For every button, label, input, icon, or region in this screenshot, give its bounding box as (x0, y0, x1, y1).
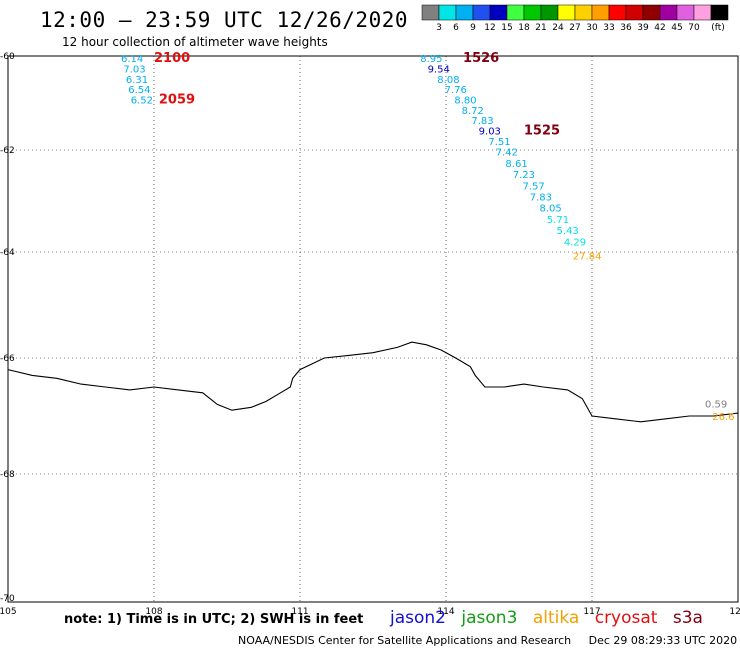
wave-height-label: 27.84 (573, 251, 602, 262)
wave-height-label: 8.95 (420, 54, 442, 65)
wave-height-label: 6.54 (128, 85, 150, 96)
wave-height-label: 5.71 (547, 215, 569, 226)
legend-tick-label: 18 (518, 23, 530, 33)
wave-height-label: 8.08 (437, 75, 459, 86)
wave-height-legend: 3 6 9 12 15 18 21 24 27 30 33 36 39 42 45 70 (ft) (421, 4, 729, 33)
wave-height-label: 26.6 (712, 412, 734, 423)
satellite-legend: jason2 jason3 altika cryosat s3a (390, 608, 713, 628)
wave-height-label: 7.76 (445, 85, 467, 96)
lon-tick-label: 105 (0, 607, 17, 617)
legend-tick-label: 24 (552, 23, 564, 33)
legend-swatch (710, 4, 729, 21)
legend-tick-label: 12 (484, 23, 495, 33)
legend-tick-label: 21 (535, 23, 546, 33)
satellite-cryosat: cryosat (594, 608, 658, 628)
footer-credit: NOAA/NESDIS Center for Satellite Applica… (238, 634, 572, 647)
wave-height-label: 7.51 (488, 137, 510, 148)
footer: NOAA/NESDIS Center for Satellite Applica… (238, 634, 737, 647)
lat-tick-label: -60 (0, 52, 15, 62)
lat-tick-label: -70 (0, 594, 15, 604)
legend-tick-label: 70 (688, 23, 700, 33)
lon-tick-label: 117 (583, 607, 600, 617)
legend-tick-label: 30 (586, 23, 598, 33)
wave-height-label: 8.80 (454, 95, 476, 106)
lat-tick-label: -64 (0, 248, 15, 258)
wave-height-label: 7.83 (471, 116, 493, 127)
footer-timestamp: Dec 29 08:29:33 UTC 2020 (588, 634, 738, 647)
wave-height-label: 8.61 (505, 159, 527, 170)
pass-time-label: 2100 (154, 51, 190, 66)
satellite-s3a: s3a (672, 608, 703, 628)
pass-time-label: 1526 (463, 51, 499, 66)
units-note: note: 1) Time is in UTC; 2) SWH is in fe… (64, 612, 364, 627)
page-subtitle: 12 hour collection of altimeter wave hei… (62, 35, 328, 49)
lon-tick-label: 108 (145, 607, 162, 617)
lat-tick-label: -68 (0, 470, 15, 480)
legend-tick-label: 36 (620, 23, 632, 33)
wave-height-label: 7.03 (123, 64, 145, 75)
legend-tick-label: 15 (501, 23, 512, 33)
page-title: 12:00 – 23:59 UTC 12/26/2020 (40, 8, 409, 32)
pass-time-label: 1525 (524, 123, 560, 138)
satellite-altika: altika (532, 608, 580, 628)
map-frame (7, 55, 739, 603)
lon-tick-label: 114 (437, 607, 454, 617)
wave-height-label: 0.59 (705, 399, 727, 410)
wave-height-label: 9.54 (428, 64, 450, 75)
legend-tick-label: 45 (671, 23, 682, 33)
lat-tick-label: -62 (0, 146, 15, 156)
legend-tick-label: 27 (569, 23, 580, 33)
legend-unit: (ft) (711, 23, 725, 33)
legend-tick-label: 9 (470, 23, 476, 33)
wave-height-label: 6.14 (121, 54, 143, 65)
wave-height-label: 7.57 (522, 181, 544, 192)
wave-height-label: 5.43 (557, 226, 579, 237)
satellite-jason3: jason3 (461, 608, 518, 628)
wave-height-label: 6.31 (126, 75, 148, 86)
wave-height-label: 9.03 (479, 126, 501, 137)
pass-time-label: 2059 (159, 92, 195, 107)
legend-tick-label: 6 (453, 23, 459, 33)
wave-height-label: 7.83 (530, 192, 552, 203)
wave-height-label: 8.05 (540, 204, 562, 215)
wave-height-label: 8.72 (462, 106, 484, 117)
legend-tick-label: 39 (637, 23, 649, 33)
legend-tick-label: 33 (603, 23, 614, 33)
legend-tick-label: 3 (436, 23, 442, 33)
wave-height-label: 7.42 (496, 148, 518, 159)
lon-tick-label: 111 (291, 607, 308, 617)
wave-height-label: 6.52 (131, 95, 153, 106)
legend-tick-label: 42 (654, 23, 665, 33)
wave-height-label: 7.23 (513, 170, 535, 181)
lat-tick-label: -66 (0, 354, 15, 364)
coastline (7, 341, 739, 423)
wave-height-label: 4.29 (564, 237, 586, 248)
satellite-jason2: jason2 (390, 608, 446, 628)
lon-tick-label: 120 (729, 607, 740, 617)
